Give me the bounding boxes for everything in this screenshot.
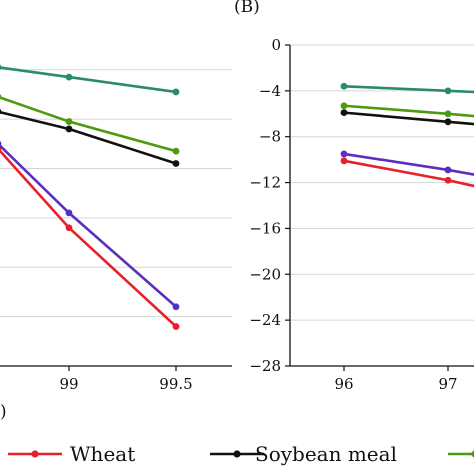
legend-marker: [233, 450, 241, 458]
data-point: [340, 150, 348, 158]
data-point: [172, 88, 180, 96]
data-point: [444, 166, 452, 174]
legend-item: Soybean meal: [210, 442, 397, 466]
legend-item: Wheat: [8, 442, 135, 466]
data-point: [444, 87, 452, 95]
series-line: [343, 152, 474, 176]
y-tick-label: −16: [249, 219, 281, 237]
y-tick-label: −24: [249, 311, 281, 329]
data-point: [65, 118, 73, 125]
data-point: [65, 125, 73, 133]
series-line: [0, 148, 177, 328]
data-point: [0, 108, 2, 115]
data-point: [65, 73, 73, 81]
data-point: [172, 147, 180, 155]
y-tick-label: −4: [259, 82, 281, 100]
y-tick-label: −28: [249, 357, 281, 375]
legend-item: [448, 450, 474, 458]
panel-label: (B): [234, 0, 260, 17]
y-tick-label: −20: [249, 265, 281, 283]
data-point: [340, 109, 348, 117]
series-line: [343, 84, 474, 94]
legend-marker: [471, 450, 474, 458]
chart-panel-a: 99 99.5: [0, 64, 232, 393]
x-tick-label: 97: [438, 375, 457, 393]
series-group: [0, 64, 180, 330]
series-line: [343, 159, 474, 188]
legend-marker: [31, 450, 39, 458]
series-line: [0, 66, 177, 94]
y-tick-label: 0: [271, 36, 281, 54]
data-point: [172, 160, 180, 167]
data-point: [65, 224, 73, 232]
chart-panel-b: 0 −4 −8 −12 −16 −20 −24 −28 96 97 (B): [234, 0, 474, 393]
y-tick-label: −8: [259, 128, 281, 146]
data-point: [340, 157, 348, 165]
x-tick-label: 96: [334, 375, 353, 393]
series-line: [0, 96, 177, 153]
data-point: [172, 323, 180, 330]
panel-label-fragment: ): [0, 402, 7, 422]
data-point: [340, 82, 348, 90]
legend-label: Soybean meal: [255, 442, 397, 466]
data-point: [0, 94, 2, 100]
series-line: [343, 104, 474, 118]
data-point: [172, 303, 180, 311]
data-point: [0, 64, 2, 70]
data-point: [65, 209, 73, 217]
data-point: [444, 110, 452, 118]
legend-label: Wheat: [70, 442, 135, 466]
data-point: [0, 141, 2, 147]
y-tick-label: −12: [249, 174, 281, 192]
x-tick-label: 99: [59, 375, 78, 393]
data-point: [340, 102, 348, 110]
legend: Wheat Soybean meal: [8, 442, 474, 466]
x-tick-label: 99.5: [159, 375, 192, 393]
data-point: [444, 176, 452, 184]
data-point: [444, 118, 452, 126]
series-group: [340, 82, 474, 188]
